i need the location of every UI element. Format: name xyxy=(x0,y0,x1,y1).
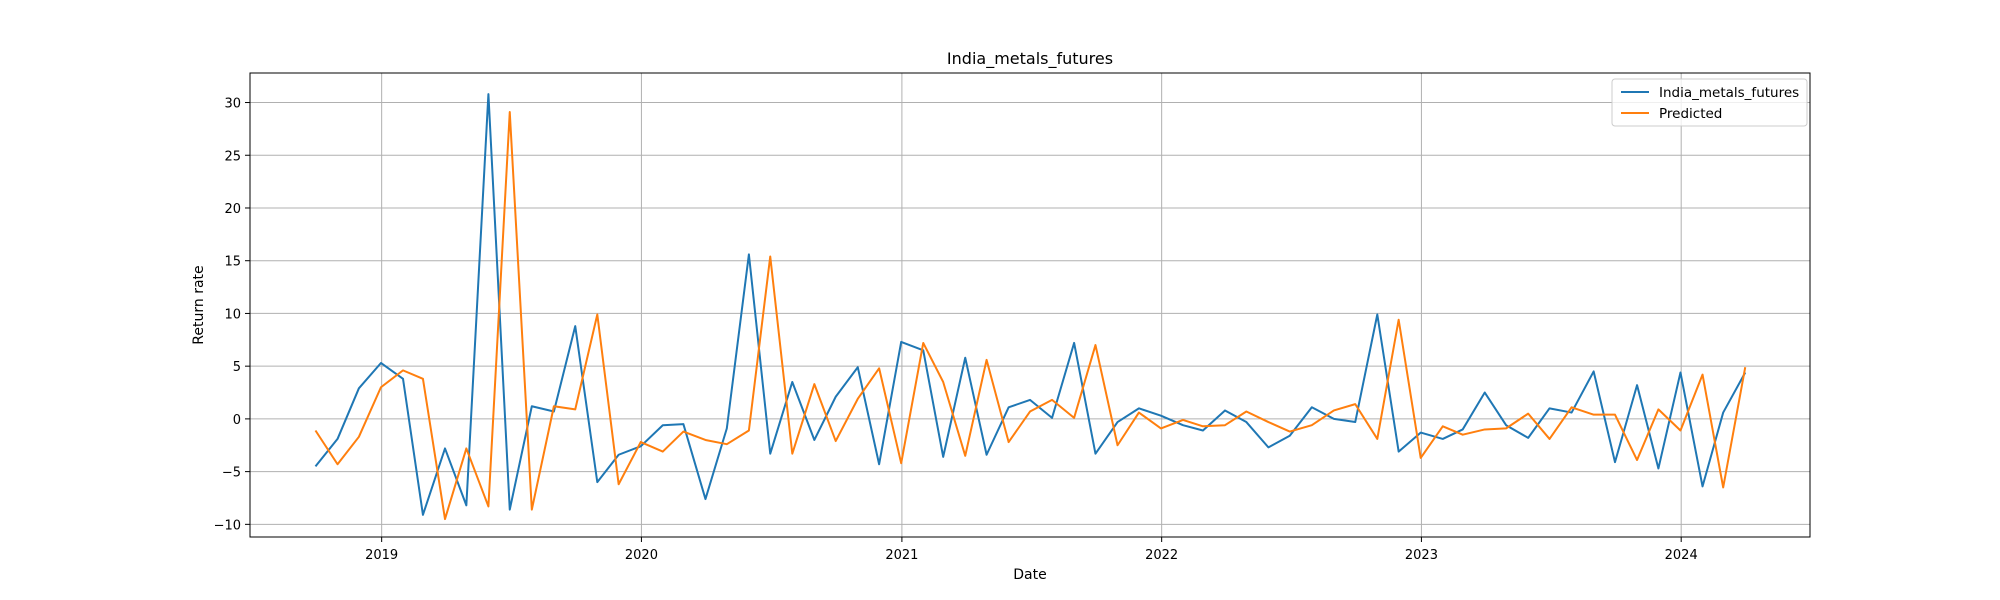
y-tick-label: −10 xyxy=(214,518,241,533)
y-tick-label: 5 xyxy=(233,360,241,375)
y-tick-label: 25 xyxy=(224,149,241,164)
y-tick-label: 15 xyxy=(224,255,241,270)
legend-label: India_metals_futures xyxy=(1659,85,1799,101)
grid xyxy=(250,73,1810,537)
y-axis-label: Return rate xyxy=(191,265,207,344)
series-line xyxy=(314,111,1747,521)
x-tick-label: 2021 xyxy=(885,548,918,563)
x-axis: 2019 2020 2021 2022 2023 2024 xyxy=(365,537,1698,563)
y-tick-label: 30 xyxy=(224,97,241,112)
y-tick-label: −5 xyxy=(222,466,241,481)
y-axis: −10 −5 0 5 10 15 20 25 30 xyxy=(214,97,250,533)
plot-area-frame xyxy=(249,72,1811,538)
x-tick-label: 2020 xyxy=(625,548,658,563)
legend-label: Predicted xyxy=(1659,106,1722,122)
y-tick-label: 0 xyxy=(233,413,241,428)
y-tick-label: 20 xyxy=(224,202,241,217)
x-tick-label: 2024 xyxy=(1665,548,1698,563)
x-tick-label: 2022 xyxy=(1145,548,1178,563)
chart-title: India_metals_futures xyxy=(947,49,1113,69)
legend: India_metals_futures Predicted xyxy=(1611,78,1808,127)
x-tick-label: 2019 xyxy=(365,548,398,563)
y-tick-label: 10 xyxy=(224,307,241,322)
series-line xyxy=(314,93,1747,516)
series-layer xyxy=(314,93,1747,521)
legend-box xyxy=(1611,78,1808,127)
x-tick-label: 2023 xyxy=(1405,548,1438,563)
x-axis-label: Date xyxy=(1013,567,1046,583)
